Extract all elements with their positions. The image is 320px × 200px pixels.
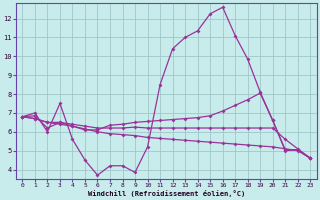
X-axis label: Windchill (Refroidissement éolien,°C): Windchill (Refroidissement éolien,°C) [88, 190, 245, 197]
